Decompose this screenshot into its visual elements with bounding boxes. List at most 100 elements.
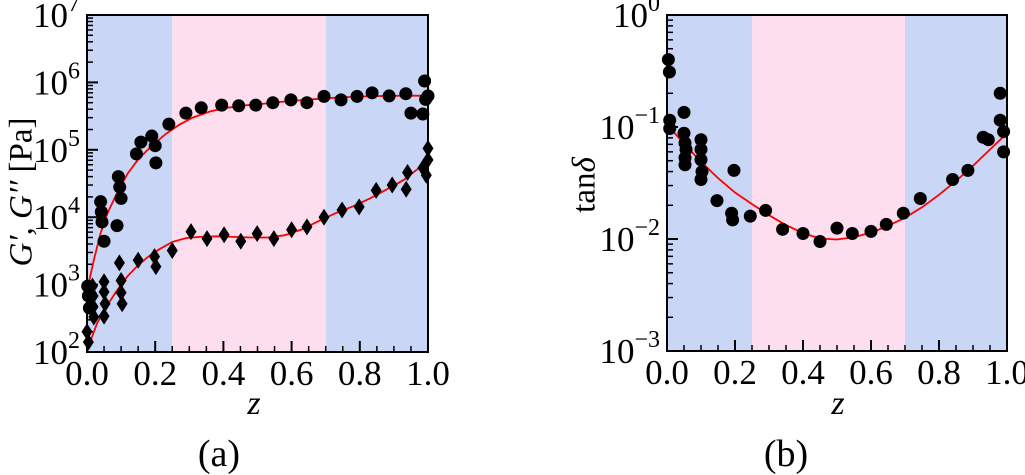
data-point-diamond bbox=[82, 333, 94, 351]
x-tick-label: 0.8 bbox=[917, 353, 961, 392]
data-point-circle bbox=[677, 105, 691, 119]
data-point-diamond bbox=[115, 272, 127, 290]
data-point-circle bbox=[404, 106, 418, 120]
tick-labels: 0.0 0.2 0.4 0.6 0.8 1.0 10−3 10−2 10−1 100 bbox=[599, 0, 1025, 392]
x-tick-label: 1.0 bbox=[406, 354, 450, 393]
data-point-circle bbox=[993, 86, 1007, 100]
data-point-circle bbox=[913, 191, 927, 205]
data-point-circle bbox=[694, 133, 708, 147]
data-point-circle bbox=[113, 180, 127, 194]
data-point-circle bbox=[194, 101, 208, 115]
data-point-circle bbox=[129, 147, 143, 161]
y-axis-label-b-delta: δ bbox=[566, 157, 603, 173]
data-point-diamond bbox=[113, 254, 125, 272]
data-point-circle bbox=[727, 163, 741, 177]
data-point-circle bbox=[334, 93, 348, 107]
x-tick-label: 0.4 bbox=[781, 353, 825, 392]
data-point-circle bbox=[94, 205, 108, 219]
data-point-diamond bbox=[98, 273, 110, 291]
data-point-diamond bbox=[88, 308, 100, 326]
data-point-diamond bbox=[185, 223, 197, 241]
data-point-circle bbox=[95, 215, 109, 229]
shaded-region-blue-left bbox=[667, 15, 752, 351]
data-point-circle bbox=[284, 93, 298, 107]
data-point-diamond bbox=[87, 298, 99, 316]
y-tick-label: 10−2 bbox=[599, 215, 660, 259]
data-point-diamond bbox=[386, 176, 398, 194]
data-point-diamond bbox=[318, 208, 330, 226]
data-point-circle bbox=[946, 172, 960, 186]
x-tick-label: 0.0 bbox=[65, 354, 109, 393]
data-point-circle bbox=[830, 221, 844, 235]
x-tick-label: 1.0 bbox=[985, 353, 1025, 392]
data-point-circle bbox=[879, 217, 893, 231]
y-axis-label-b: tanδ bbox=[566, 157, 603, 213]
shaded-region-blue-left bbox=[87, 15, 173, 352]
data-point-circle bbox=[896, 206, 910, 220]
y-tick-label: 102 bbox=[33, 328, 80, 372]
data-point-circle bbox=[845, 226, 859, 240]
data-point-circle bbox=[678, 158, 692, 172]
data-point-circle bbox=[215, 98, 229, 112]
data-point-circle bbox=[864, 224, 878, 238]
data-point-circle bbox=[97, 234, 111, 248]
data-point-circle bbox=[317, 89, 331, 103]
data-point-diamond bbox=[116, 295, 128, 313]
y-tick-label: 106 bbox=[33, 58, 80, 102]
data-point-diamond bbox=[150, 258, 162, 276]
data-point-circle bbox=[981, 133, 995, 147]
shaded-region-pink-middle bbox=[172, 15, 326, 352]
data-point-circle bbox=[677, 126, 691, 140]
data-point-circle bbox=[759, 203, 773, 217]
panel-b: 0.0 0.2 0.4 0.6 0.8 1.0 10−3 10−2 10−1 100 bbox=[599, 0, 1025, 392]
data-point-diamond bbox=[420, 166, 432, 184]
data-point-circle bbox=[997, 145, 1011, 159]
data-point-circle bbox=[148, 139, 162, 153]
data-point-diamond bbox=[218, 226, 230, 244]
data-point-circle bbox=[663, 121, 677, 135]
y-tick-label: 103 bbox=[33, 261, 80, 305]
data-point-diamond bbox=[251, 225, 263, 243]
panel-a: 0.0 0.2 0.4 0.6 0.8 1.0 102 103 104 105 106 107 bbox=[33, 0, 450, 393]
y-axis-label-a-units: [Pa] bbox=[3, 117, 40, 181]
data-point-circle bbox=[399, 87, 413, 101]
plot-frame bbox=[86, 14, 429, 353]
data-point-circle bbox=[694, 142, 708, 156]
data-point-circle bbox=[662, 65, 676, 79]
data-point-circle bbox=[743, 209, 757, 223]
data-point-diamond bbox=[86, 277, 98, 295]
data-point-diamond bbox=[235, 232, 247, 250]
data-point-circle bbox=[365, 86, 379, 100]
data-point-circle bbox=[134, 135, 148, 149]
data-point-circle bbox=[249, 98, 263, 112]
y-tick-label: 104 bbox=[33, 193, 80, 237]
panel-caption-b: (b) bbox=[763, 433, 809, 475]
data-point-circle bbox=[300, 96, 314, 110]
data-point-circle bbox=[266, 96, 280, 110]
x-tick-label: 0.4 bbox=[202, 354, 246, 393]
data-point-diamond bbox=[370, 181, 382, 199]
y-axis-label-a: G′, G′′ [Pa] bbox=[3, 117, 40, 266]
data-point-diamond bbox=[166, 242, 178, 260]
data-point-circle bbox=[813, 234, 827, 248]
x-tick-label: 0.6 bbox=[849, 353, 893, 392]
y-tick-label: 100 bbox=[613, 0, 660, 35]
shaded-region-pink-middle bbox=[752, 15, 905, 351]
data-point-circle bbox=[796, 226, 810, 240]
data-point-diamond bbox=[98, 283, 110, 301]
data-point-circle bbox=[694, 153, 708, 167]
data-point-circle bbox=[162, 117, 176, 131]
series-tan-delta bbox=[661, 53, 1011, 248]
x-tick-label: 0.2 bbox=[713, 353, 757, 392]
data-point-circle bbox=[661, 53, 675, 67]
data-point-diamond bbox=[98, 307, 110, 325]
data-point-diamond bbox=[402, 164, 414, 182]
data-point-diamond bbox=[353, 198, 365, 216]
y-axis-label-b-tan: tan bbox=[566, 172, 603, 213]
x-axis-label-a: z bbox=[247, 385, 261, 422]
data-point-circle bbox=[997, 125, 1011, 139]
data-point-circle bbox=[350, 89, 364, 103]
data-point-diamond bbox=[115, 284, 127, 302]
